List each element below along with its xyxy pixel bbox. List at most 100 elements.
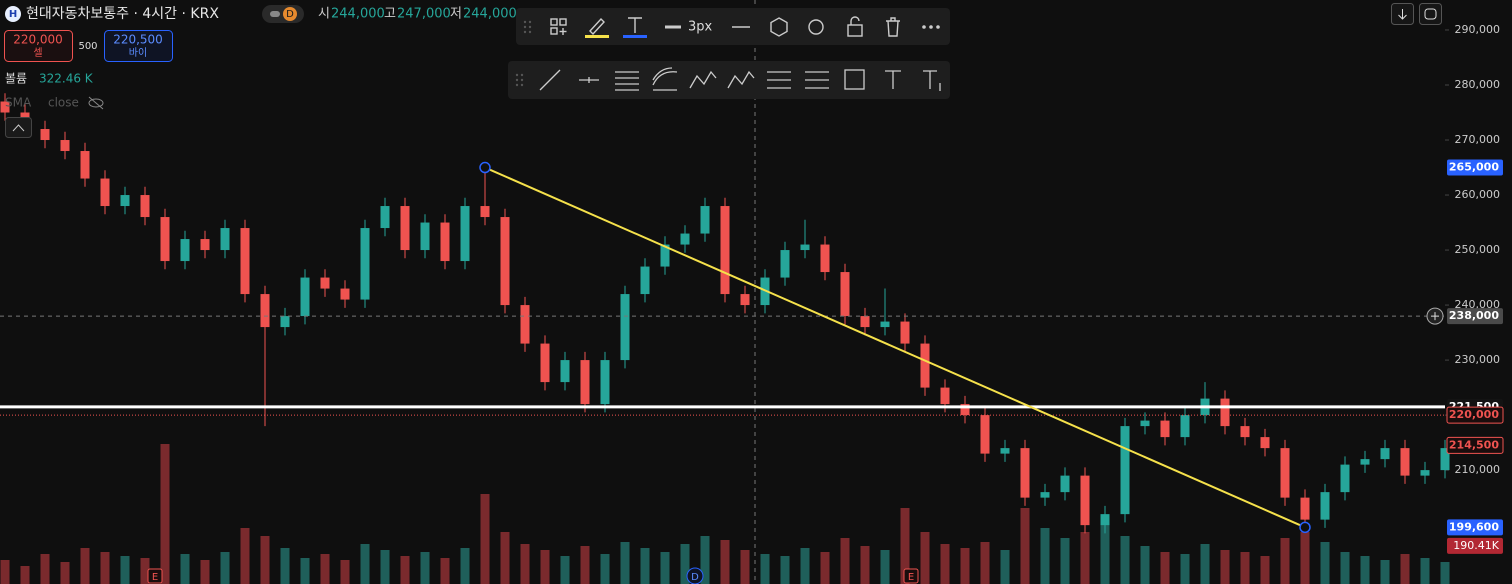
text-tool[interactable] <box>885 70 901 89</box>
volume-bar <box>760 554 770 584</box>
volume-bar <box>200 560 210 584</box>
volume-bar <box>1040 528 1050 584</box>
lock-icon[interactable] <box>847 16 863 37</box>
note-tool[interactable] <box>923 70 941 91</box>
volume-bar <box>420 552 430 584</box>
volume-bar <box>1120 536 1130 584</box>
volume-bar <box>440 558 450 584</box>
tools-toolbar <box>508 61 950 99</box>
candle-body <box>1160 420 1170 438</box>
buy-button[interactable] <box>104 30 173 62</box>
volume-label: 190.41K <box>1453 539 1499 552</box>
candle-body <box>300 277 310 317</box>
y-tick-label: 230,000 <box>1455 353 1501 366</box>
candle-body <box>1340 464 1350 493</box>
candle-body <box>720 206 730 295</box>
plus-icon <box>1431 312 1439 321</box>
volume-bar <box>960 548 970 584</box>
text-icon[interactable] <box>628 17 642 33</box>
parallel-tool[interactable] <box>615 71 639 91</box>
volume-bar <box>300 558 310 584</box>
candle-body <box>1360 459 1370 465</box>
ray-tool[interactable] <box>579 77 599 83</box>
arrow-icon <box>1398 9 1407 20</box>
candle-body <box>1420 470 1430 476</box>
sell-button[interactable] <box>4 30 73 62</box>
candle-body <box>1080 475 1090 526</box>
candle-body <box>500 217 510 306</box>
abcd-tool[interactable] <box>727 70 755 89</box>
candle-body <box>940 387 950 405</box>
curve-tool[interactable] <box>652 67 678 91</box>
candle-body <box>1400 448 1410 476</box>
volume-bar <box>840 538 850 584</box>
symbol-letter: H <box>9 9 17 20</box>
volume-bar <box>520 544 530 584</box>
collapse-button[interactable] <box>5 117 32 138</box>
event-label: E <box>152 572 158 583</box>
more-icon[interactable] <box>922 25 940 29</box>
volume-bar <box>1060 538 1070 584</box>
y-tick-label: 210,000 <box>1455 463 1501 476</box>
candle-body <box>440 222 450 262</box>
candle-body <box>240 228 250 295</box>
volume-bar <box>60 562 70 584</box>
volume-bar <box>940 544 950 584</box>
candle-body <box>740 294 750 306</box>
add-icon[interactable] <box>550 18 567 35</box>
trendline-tool[interactable] <box>539 69 561 91</box>
gann-tool[interactable] <box>805 71 829 89</box>
volume-bar <box>560 556 570 584</box>
volume-bar <box>1360 556 1370 584</box>
price-label-bg <box>1446 436 1504 454</box>
volume-bar <box>100 552 110 584</box>
volume-bar <box>1380 560 1390 584</box>
shape-icon[interactable] <box>770 17 788 37</box>
candle-body <box>0 101 10 113</box>
hide-icon[interactable] <box>88 96 104 110</box>
order-quantity[interactable]: 500 <box>78 41 97 52</box>
rectangle-tool[interactable] <box>844 69 865 90</box>
volume-bar <box>920 532 930 584</box>
event-label: E <box>908 572 914 583</box>
candle-body <box>1280 448 1290 498</box>
candle-body <box>620 294 630 361</box>
y-tick-label: 240,000 <box>1455 298 1501 311</box>
pattern-tool[interactable] <box>689 70 717 89</box>
volume-bar <box>0 560 10 584</box>
candle-body <box>480 206 490 218</box>
drag-handle <box>523 20 532 34</box>
candle-body <box>580 360 590 405</box>
line-width-label[interactable]: 3px <box>688 20 713 35</box>
candle-body <box>1060 475 1070 493</box>
y-tick-label: 250,000 <box>1455 243 1501 256</box>
candle-body <box>200 239 210 251</box>
volume-bar <box>240 528 250 584</box>
volume-bar <box>880 550 890 584</box>
candle-body <box>380 206 390 229</box>
volume-bar <box>1140 546 1150 584</box>
reset-button[interactable] <box>1419 3 1442 25</box>
delete-icon[interactable] <box>886 17 900 37</box>
candle-body <box>1220 398 1230 427</box>
y-tick-label: 290,000 <box>1455 23 1501 36</box>
volume-bar <box>340 560 350 584</box>
symbol-title[interactable]: 현대자동차보통주 · 4시간 · KRX <box>26 6 219 22</box>
volume-bar <box>180 554 190 584</box>
volume-bar <box>900 508 910 584</box>
candle-body <box>280 316 290 328</box>
candle-body <box>1300 497 1310 520</box>
volume-bar <box>500 532 510 584</box>
event-marker <box>147 568 163 584</box>
alert-icon[interactable] <box>808 19 824 35</box>
candle-body <box>60 140 70 152</box>
ohlc-value: 244,000 <box>463 7 517 22</box>
symbol-icon <box>5 6 21 22</box>
volume-bar <box>20 566 30 584</box>
fib-tool[interactable] <box>767 71 791 89</box>
volume-bar <box>260 536 270 584</box>
volume-bar <box>360 544 370 584</box>
volume-bar <box>1200 544 1210 584</box>
pen-icon[interactable] <box>589 17 605 36</box>
